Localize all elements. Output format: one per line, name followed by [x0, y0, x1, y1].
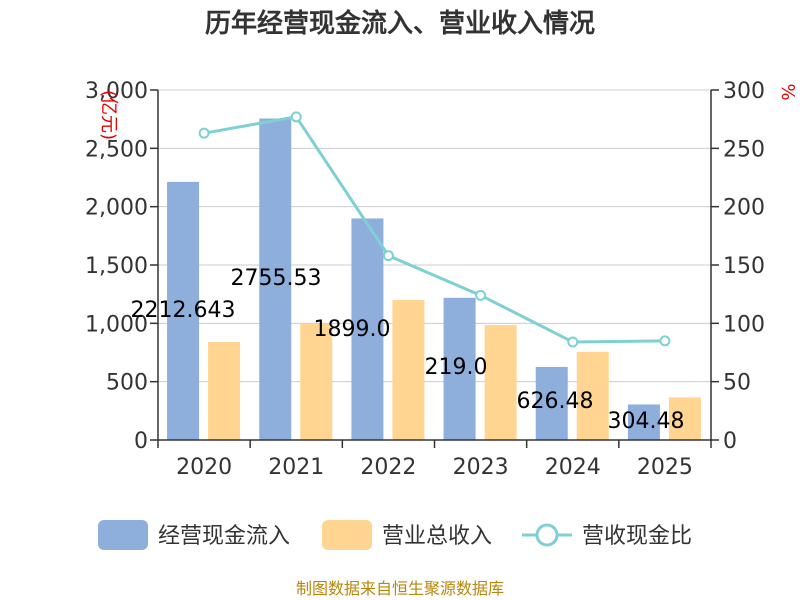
legend-marker-ratio — [535, 523, 559, 547]
x-tick-label: 2022 — [360, 455, 416, 480]
ratio-line — [203, 115, 665, 344]
bar-revenue — [208, 342, 241, 440]
bar-revenue — [576, 351, 609, 440]
y-right-tick-label: 200 — [723, 196, 765, 221]
data-label: 304.48 — [608, 409, 685, 434]
bar-cash-inflow — [627, 404, 660, 440]
y-left-tick-label: 2,500 — [85, 137, 148, 162]
ratio-point — [475, 289, 487, 301]
grid — [158, 89, 711, 441]
y-left-unit: (亿元) — [98, 90, 119, 140]
y-left-tick-label: 1,500 — [85, 254, 148, 279]
bar-cash-inflow — [535, 366, 568, 440]
y-right-tick-label: 300 — [723, 79, 765, 104]
bar-cash-inflow — [167, 181, 200, 440]
bar-cash-inflow — [259, 118, 292, 441]
chart-title: 历年经营现金流入、营业收入情况 — [205, 8, 595, 39]
data-label: 1899.0 — [314, 317, 391, 342]
bars — [167, 118, 701, 441]
legend-swatch-cash-inflow — [98, 520, 148, 550]
legend-label: 营业总收入 — [382, 524, 492, 549]
x-tick-label: 2021 — [268, 455, 324, 480]
ratio-point — [567, 336, 579, 348]
ratio-point — [659, 335, 671, 347]
x-tick-label: 2024 — [545, 455, 601, 480]
x-tick-label: 2020 — [176, 455, 232, 480]
legend-swatch-revenue — [322, 520, 372, 550]
y-left-tick-label: 1,000 — [85, 312, 148, 337]
legend-label: 营收现金比 — [582, 524, 692, 549]
ratio-point — [382, 250, 394, 262]
y-left-tick-label: 500 — [106, 371, 148, 396]
y-right-unit: % — [777, 83, 798, 100]
data-label: 626.48 — [517, 389, 594, 414]
y-right-tick-label: 0 — [723, 429, 737, 454]
data-label: 2755.53 — [231, 266, 322, 291]
bar-revenue — [668, 397, 701, 440]
data-label: 2212.643 — [131, 298, 236, 323]
ratio-point — [290, 111, 302, 123]
bar-cash-inflow — [443, 297, 476, 440]
line-series — [198, 111, 671, 348]
y-right-tick-label: 250 — [723, 137, 765, 162]
y-left-tick-label: 2,000 — [85, 196, 148, 221]
x-tick-label: 2025 — [637, 455, 693, 480]
bar-revenue — [392, 300, 425, 440]
source-note: 制图数据来自恒生聚源数据库 — [296, 579, 504, 598]
y-right-tick-label: 150 — [723, 254, 765, 279]
y-left-tick-label: 0 — [134, 429, 148, 454]
axes: 0 500 1,000 1,500 2,000 2,500 3,000 0 50 100 150 20… — [85, 79, 798, 480]
data-label: 219.0 — [425, 355, 488, 380]
y-left-tick-label: 3,000 — [85, 79, 148, 104]
data-labels: 2212.643 2755.53 1899.0 219.0 626.48 304.48 — [131, 266, 685, 434]
legend-label: 经营现金流入 — [158, 524, 290, 549]
x-tick-label: 2023 — [453, 455, 509, 480]
bar-revenue — [484, 325, 517, 440]
y-right-tick-label: 50 — [723, 371, 751, 396]
y-right-tick-label: 100 — [723, 312, 765, 337]
bar-cash-inflow — [351, 218, 384, 440]
bar-revenue — [300, 323, 333, 440]
ratio-point — [198, 127, 210, 139]
legend: 经营现金流入 营业总收入 营收现金比 — [98, 520, 692, 550]
